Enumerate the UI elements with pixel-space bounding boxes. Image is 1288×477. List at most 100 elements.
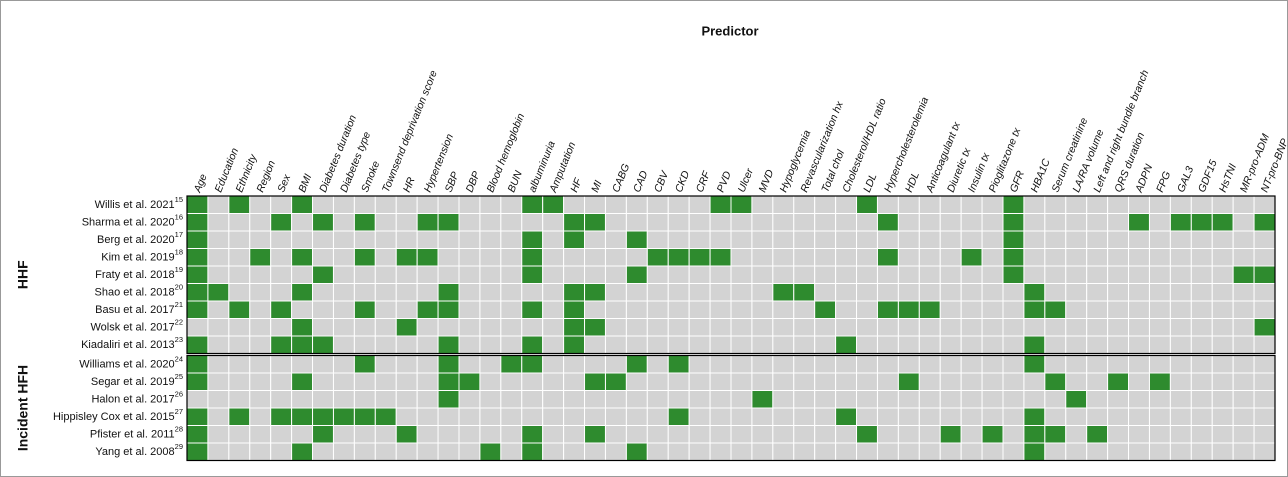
cell (312, 213, 334, 232)
cell (479, 335, 502, 354)
cell (856, 335, 878, 354)
cell (604, 390, 627, 409)
cell (437, 283, 460, 302)
cell (270, 283, 293, 302)
cell (688, 318, 711, 337)
cell (981, 390, 1004, 409)
cell (1128, 355, 1150, 374)
cell (1232, 318, 1255, 337)
cell (1253, 300, 1276, 319)
study-name: Berg et al. 2020 (97, 234, 175, 246)
cell (939, 335, 962, 354)
cell (1232, 248, 1255, 267)
cell (270, 355, 293, 374)
cell (249, 355, 272, 374)
cell (270, 265, 293, 284)
cell (897, 318, 920, 337)
cell (416, 248, 439, 267)
cell (814, 265, 837, 284)
cell (542, 372, 565, 391)
cell (186, 318, 209, 337)
cell (312, 390, 334, 409)
cell (960, 442, 983, 461)
cell (1148, 390, 1171, 409)
cell (918, 195, 941, 214)
cell (730, 300, 753, 319)
cell (332, 195, 355, 214)
cell (604, 425, 627, 444)
cell (270, 248, 293, 267)
cell (981, 335, 1004, 354)
cell (897, 213, 920, 232)
cell (186, 335, 209, 354)
cell (249, 390, 272, 409)
cell (1148, 335, 1171, 354)
cell (542, 390, 565, 409)
cell (1065, 335, 1088, 354)
study-name: Kiadaliri et al. 2013 (81, 339, 175, 351)
cell (667, 390, 690, 409)
cell (458, 265, 481, 284)
cell (876, 195, 899, 214)
cell (793, 213, 816, 232)
study-name: Fraty et al. 2018 (95, 269, 175, 281)
cell (876, 442, 899, 461)
cell (521, 442, 544, 461)
cell (1065, 390, 1088, 409)
cell (604, 318, 627, 337)
cell (1086, 442, 1109, 461)
cell (479, 283, 502, 302)
cell (960, 425, 983, 444)
reference: 18 (175, 247, 183, 256)
cell (709, 283, 732, 302)
cell (1211, 318, 1234, 337)
cell (291, 300, 314, 319)
reference: 25 (175, 372, 183, 381)
cell (1023, 335, 1046, 354)
cell (897, 300, 920, 319)
cell (458, 335, 481, 354)
cell (1044, 213, 1067, 232)
cell (918, 407, 941, 426)
cell (1044, 265, 1067, 284)
cell (814, 230, 837, 249)
column-label: MI (589, 179, 605, 194)
cell (1002, 390, 1025, 409)
cell (207, 442, 230, 461)
cell (772, 248, 795, 267)
cell (876, 300, 899, 319)
cell (1253, 195, 1276, 214)
cell (1253, 265, 1276, 284)
cell (207, 372, 230, 391)
cell (207, 425, 230, 444)
cell (1232, 195, 1255, 214)
cell (521, 372, 544, 391)
cell (960, 390, 983, 409)
cell (1232, 283, 1255, 302)
cell (625, 355, 648, 374)
cell (1148, 283, 1171, 302)
cell (416, 407, 439, 426)
cell (625, 265, 648, 284)
cell (207, 213, 230, 232)
cell (1128, 372, 1150, 391)
cell (374, 442, 397, 461)
cell (1169, 283, 1192, 302)
cell (604, 230, 627, 249)
cell (876, 407, 899, 426)
cell (186, 265, 209, 284)
cell (1190, 355, 1213, 374)
cell (437, 318, 460, 337)
cell (1107, 372, 1130, 391)
cell (228, 335, 251, 354)
cell (667, 407, 690, 426)
cell (312, 265, 334, 284)
cell (876, 248, 899, 267)
cell (228, 372, 251, 391)
cell (437, 442, 460, 461)
cell (960, 195, 983, 214)
cell (897, 283, 920, 302)
cell (1128, 425, 1150, 444)
cell (709, 195, 732, 214)
cell (1107, 248, 1130, 267)
